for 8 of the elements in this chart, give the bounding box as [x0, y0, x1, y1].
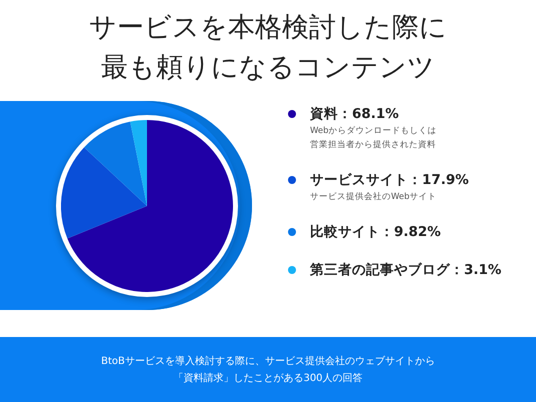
text: Webからダウンロードもしくは営業担当者から提供された資料 [310, 125, 438, 152]
chart-title: サービスを本格検討した際に最も頼りになるコンテンツ [88, 11, 448, 85]
text: BtoBサービスを導入検討する際に、サービス提供会社のウェブサイトから「資料請求」したことがある300人の回答 [100, 354, 436, 386]
legend-label: サービスサイト：17.9% [310, 171, 470, 190]
legend-label: 第三者の記事やブログ：3.1% [310, 261, 502, 280]
legend-label: 資料：68.1% [310, 105, 400, 124]
text: サービス提供会社のWebサイト [310, 191, 438, 204]
legend-label: 比較サイト：9.82% [310, 223, 442, 242]
